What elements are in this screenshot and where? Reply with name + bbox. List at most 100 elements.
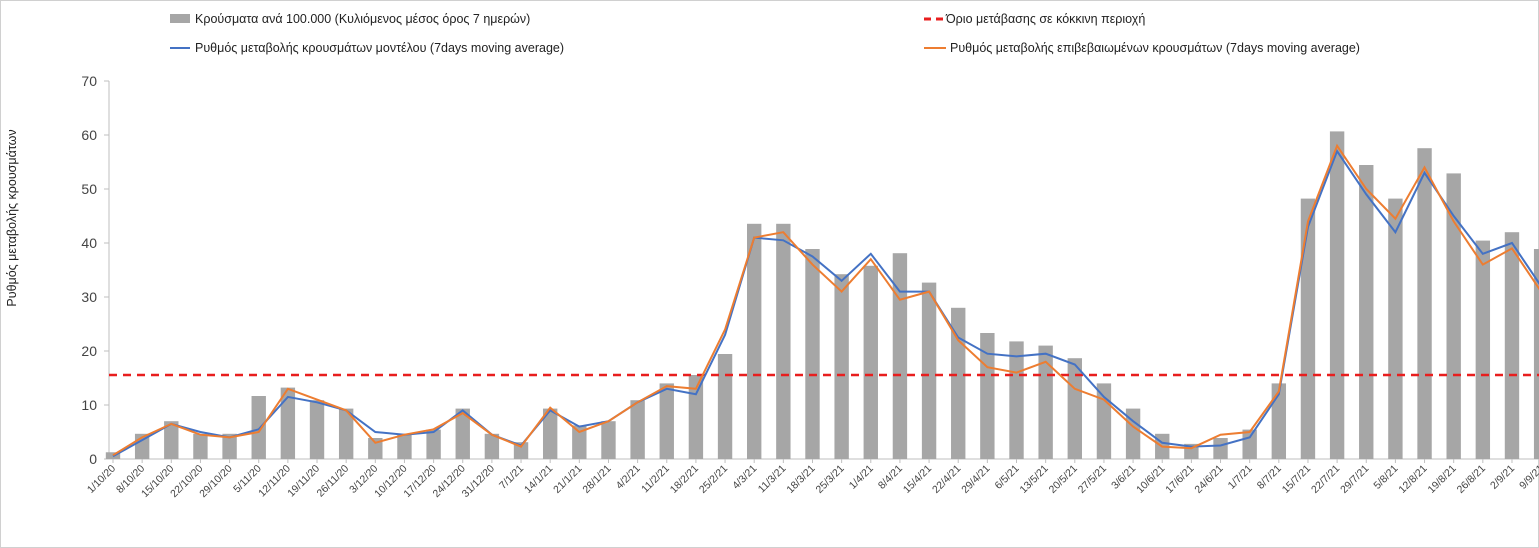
x-tick-label: 12/8/21 bbox=[1396, 463, 1429, 496]
y-tick-left-label: 20 bbox=[81, 343, 97, 359]
bar-cases bbox=[1329, 131, 1345, 459]
bar-cases bbox=[251, 396, 266, 459]
bar-cases bbox=[368, 438, 383, 459]
y-tick-left-label: 10 bbox=[81, 397, 97, 413]
x-tick-label: 2/9/21 bbox=[1488, 463, 1517, 492]
x-tick-label: 11/3/21 bbox=[756, 463, 789, 496]
legend-label-threshold: Όριο μετάβασης σε κόκκινη περιοχή bbox=[945, 12, 1145, 26]
bar-cases bbox=[1009, 341, 1024, 459]
y-tick-left-label: 0 bbox=[89, 451, 97, 467]
bar-cases bbox=[1067, 358, 1082, 459]
x-tick-label: 1/7/21 bbox=[1226, 463, 1255, 492]
x-tick-label: 25/3/21 bbox=[813, 463, 846, 496]
bar-cases bbox=[455, 408, 470, 459]
bar-cases bbox=[1271, 383, 1287, 459]
bar-cases bbox=[601, 421, 616, 459]
bar-cases bbox=[280, 387, 296, 459]
x-tick-label: 1/10/20 bbox=[85, 463, 118, 496]
bar-cases bbox=[484, 433, 500, 459]
bar-cases bbox=[426, 429, 441, 459]
x-tick-label: 13/5/21 bbox=[1018, 463, 1051, 496]
bar-cases bbox=[659, 383, 674, 459]
bar-cases bbox=[1533, 249, 1539, 459]
x-tick-label: 21/1/21 bbox=[551, 463, 584, 496]
bar-cases bbox=[164, 421, 179, 459]
bar-cases bbox=[1446, 173, 1461, 459]
x-tick-label: 20/5/21 bbox=[1047, 463, 1080, 496]
bar-cases bbox=[834, 274, 849, 459]
x-tick-label: 31/12/20 bbox=[460, 463, 497, 500]
legend-label-confirmed: Ρυθμός μεταβολής επιβεβαιωμένων κρουσμάτ… bbox=[950, 41, 1360, 55]
bar-cases bbox=[630, 400, 645, 459]
y-tick-left-label: 70 bbox=[81, 73, 97, 89]
legend-item-threshold: Όριο μετάβασης σε κόκκινη περιοχή bbox=[924, 12, 1145, 26]
bar-cases bbox=[717, 354, 733, 459]
bar-cases bbox=[513, 442, 529, 459]
bar-cases bbox=[805, 249, 820, 459]
y-tick-left-label: 40 bbox=[81, 235, 97, 251]
x-tick-label: 11/2/21 bbox=[639, 463, 672, 496]
bar-cases bbox=[1300, 198, 1316, 459]
bar-cases bbox=[397, 433, 412, 459]
x-tick-label: 27/5/21 bbox=[1076, 463, 1109, 496]
x-tick-label: 15/4/21 bbox=[901, 463, 934, 496]
x-tick-label: 22/4/21 bbox=[930, 463, 963, 496]
x-tick-label: 17/6/21 bbox=[1163, 463, 1196, 496]
x-tick-label: 28/1/21 bbox=[580, 463, 613, 496]
bar-cases bbox=[1125, 408, 1141, 459]
x-tick-label: 18/2/21 bbox=[668, 463, 701, 496]
x-tick-label: 24/6/21 bbox=[1192, 463, 1225, 496]
legend-item-model: Ρυθμός μεταβολής κρουσμάτων μοντέλου (7d… bbox=[170, 41, 564, 55]
bar-cases bbox=[542, 408, 558, 459]
y-axis-left-ticks: 0 10 20 30 40 50 60 70 bbox=[81, 73, 109, 467]
legend-swatch-cases bbox=[170, 14, 190, 23]
x-tick-label: 25/2/21 bbox=[697, 463, 730, 496]
bar-cases bbox=[309, 400, 325, 459]
bar-cases bbox=[776, 223, 791, 459]
legend-item-confirmed: Ρυθμός μεταβολής επιβεβαιωμένων κρουσμάτ… bbox=[924, 41, 1360, 55]
x-axis-ticks: 1/10/208/10/2015/10/2022/10/2029/10/205/… bbox=[85, 459, 1539, 500]
bar-cases bbox=[1242, 429, 1257, 459]
x-tick-label: 1/4/21 bbox=[847, 463, 876, 492]
bar-cases bbox=[222, 433, 237, 459]
bar-cases bbox=[193, 433, 208, 459]
x-tick-label: 9/9/21 bbox=[1517, 463, 1539, 492]
bar-cases bbox=[1475, 240, 1491, 459]
bar-cases bbox=[1359, 165, 1374, 459]
x-tick-label: 29/10/20 bbox=[197, 463, 234, 500]
x-tick-label: 14/1/21 bbox=[522, 463, 555, 496]
x-tick-label: 15/7/21 bbox=[1280, 463, 1313, 496]
y-tick-left-label: 60 bbox=[81, 127, 97, 143]
bar-cases bbox=[1096, 383, 1112, 459]
x-tick-label: 29/4/21 bbox=[959, 463, 992, 496]
line-model bbox=[112, 149, 1539, 458]
bar-cases bbox=[863, 265, 878, 459]
bar-cases bbox=[1213, 438, 1228, 459]
x-tick-label: 19/8/21 bbox=[1426, 463, 1459, 496]
y-tick-left-label: 50 bbox=[81, 181, 97, 197]
line-confirmed bbox=[112, 143, 1539, 457]
bar-cases bbox=[892, 253, 908, 459]
legend-item-cases: Κρούσματα ανά 100.000 (Κυλιόμενος μέσος … bbox=[170, 12, 530, 26]
y-axis-title-left: Ρυθμός μεταβολής κρουσμάτων bbox=[5, 129, 19, 306]
x-tick-label: 18/3/21 bbox=[784, 463, 817, 496]
legend-label-cases: Κρούσματα ανά 100.000 (Κυλιόμενος μέσος … bbox=[195, 12, 530, 26]
x-tick-label: 26/8/21 bbox=[1455, 463, 1488, 496]
bar-cases bbox=[1417, 148, 1432, 459]
bars-cases bbox=[105, 131, 1539, 459]
x-tick-label: 10/6/21 bbox=[1134, 463, 1167, 496]
bar-cases bbox=[338, 408, 354, 459]
x-tick-label: 29/7/21 bbox=[1338, 463, 1371, 496]
x-tick-label: 26/11/20 bbox=[314, 463, 351, 500]
bar-cases bbox=[747, 223, 762, 459]
bar-cases bbox=[1388, 198, 1403, 459]
bar-cases bbox=[572, 425, 587, 459]
legend: Κρούσματα ανά 100.000 (Κυλιόμενος μέσος … bbox=[170, 12, 1360, 55]
bar-cases bbox=[921, 282, 937, 459]
legend-label-model: Ρυθμός μεταβολής κρουσμάτων μοντέλου (7d… bbox=[195, 41, 564, 55]
bar-cases bbox=[951, 307, 966, 459]
bar-cases bbox=[1504, 232, 1520, 459]
x-tick-label: 22/7/21 bbox=[1309, 463, 1342, 496]
y-tick-left-label: 30 bbox=[81, 289, 97, 305]
